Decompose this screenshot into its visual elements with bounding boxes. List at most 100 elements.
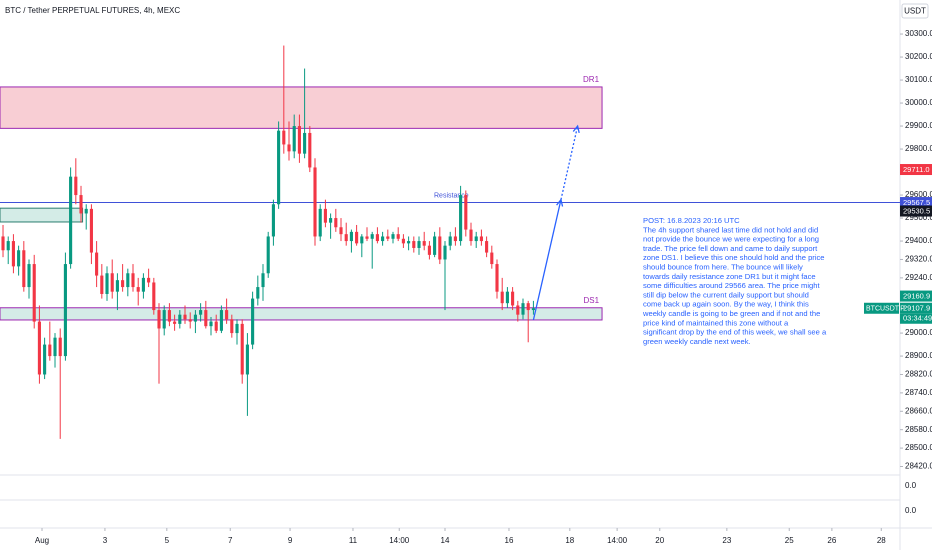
y-tick-label: 28820.0: [905, 370, 932, 379]
note-line: The 4h support shared last time did not …: [643, 225, 818, 234]
chart-title: BTC / Tether PERPETUAL FUTURES, 4h, MEXC: [5, 6, 180, 15]
candle-body: [141, 277, 145, 292]
candle-body: [464, 195, 468, 230]
candle-body: [375, 234, 379, 242]
arrow-head: [572, 124, 580, 134]
candle-body: [48, 344, 52, 357]
candle-body: [334, 218, 338, 228]
y-tick-label: 29600.0: [905, 190, 932, 199]
candle-body: [277, 130, 281, 205]
candle-body: [453, 236, 457, 242]
candle-body: [214, 321, 218, 331]
y-tick-label: 29320.0: [905, 255, 932, 264]
candle-body: [365, 236, 369, 239]
x-tick-label: 16: [505, 536, 514, 545]
zone: [0, 307, 603, 321]
note-line: should bounce from here. The bounce will…: [643, 263, 803, 272]
candle-body: [131, 273, 135, 288]
candle-body: [110, 273, 114, 292]
candle-body: [401, 238, 405, 244]
note-line: price kind of maintained this zone witho…: [643, 318, 789, 327]
y-tick-label: 28900.0: [905, 351, 932, 360]
currency-box[interactable]: [901, 3, 929, 19]
currency[interactable]: USDT: [904, 7, 926, 16]
x-tick-label: 26: [827, 536, 836, 545]
candle-body: [287, 144, 291, 152]
candle-body: [32, 264, 36, 322]
price-tag-label: 29567.5: [903, 198, 930, 207]
candle-body: [459, 195, 463, 242]
candle-body: [37, 321, 41, 375]
candle-body: [167, 310, 171, 322]
candle-body: [339, 227, 343, 235]
pane-label: 0.0: [905, 506, 917, 515]
x-tick-label: 14:00: [607, 536, 628, 545]
x-tick-label: 5: [165, 536, 170, 545]
y-tick-label: 28580.0: [905, 425, 932, 434]
candle-body: [256, 287, 260, 299]
pane-label: 0.0: [905, 481, 917, 490]
arrow-head: [556, 198, 564, 207]
candle-body: [344, 234, 348, 242]
candle-body: [183, 314, 187, 320]
candle-body: [11, 241, 15, 267]
candle-body: [443, 245, 447, 260]
y-tick-label: 29500.0: [905, 213, 932, 222]
price-tag: [900, 302, 932, 314]
zone: [0, 207, 84, 223]
zone: [0, 86, 603, 129]
resistance-label: Resistance: [434, 192, 469, 199]
price-tag-label: 29530.5: [903, 207, 930, 216]
candle-body: [469, 229, 473, 242]
candle-body: [495, 264, 499, 292]
y-tick-label: 28420.0: [905, 462, 932, 471]
candle-body: [89, 208, 93, 253]
candle-body: [448, 236, 452, 246]
candle-body: [479, 236, 483, 242]
candle-body: [74, 176, 78, 196]
x-tick-label: 3: [103, 536, 108, 545]
candle-body: [433, 236, 437, 255]
candle-body: [53, 337, 57, 357]
note-line: come back up again soon. By the way, I t…: [643, 300, 809, 309]
candle-body: [490, 252, 494, 265]
candle-body: [1, 236, 5, 251]
candle-body: [318, 208, 322, 237]
candle-body: [505, 291, 509, 304]
candle-body: [230, 319, 234, 334]
note-line: weekly candle is going to be green and i…: [642, 309, 820, 318]
candle-body: [407, 241, 411, 244]
y-tick-label: 29400.0: [905, 236, 932, 245]
note-line: green weekly candle next week.: [643, 337, 751, 346]
note-line: significant drop by the end of this week…: [643, 328, 827, 337]
candle-body: [121, 280, 125, 288]
symbol-label: BTCUSDT.P: [866, 306, 905, 313]
candle-body: [500, 291, 504, 304]
candle-body: [297, 126, 301, 154]
x-tick-label: 14:00: [389, 536, 410, 545]
arrow-solid: [532, 199, 562, 321]
y-tick-label: 29900.0: [905, 121, 932, 130]
candle-body: [95, 252, 99, 276]
y-tick-label: 30100.0: [905, 75, 932, 84]
price-tag: [900, 164, 932, 176]
candle-body: [355, 231, 359, 244]
candle-body: [63, 264, 67, 357]
candle-body: [157, 310, 161, 329]
countdown-tag: [900, 313, 932, 324]
candle-body: [219, 310, 223, 331]
candle-body: [115, 280, 119, 292]
candle-body: [178, 314, 182, 324]
x-tick-label: Aug: [35, 536, 49, 545]
x-tick-label: 9: [288, 536, 293, 545]
candle-body: [251, 298, 255, 345]
y-tick-label: 30000.0: [905, 98, 932, 107]
price-tag: [900, 205, 932, 217]
note-line: some difficulties around 29566 area. The…: [643, 281, 820, 290]
price-tag: [900, 290, 932, 302]
candle-body: [474, 236, 478, 242]
countdown: 03:34:49: [903, 314, 932, 323]
x-tick-label: 11: [349, 536, 358, 545]
candle-body: [516, 305, 520, 315]
